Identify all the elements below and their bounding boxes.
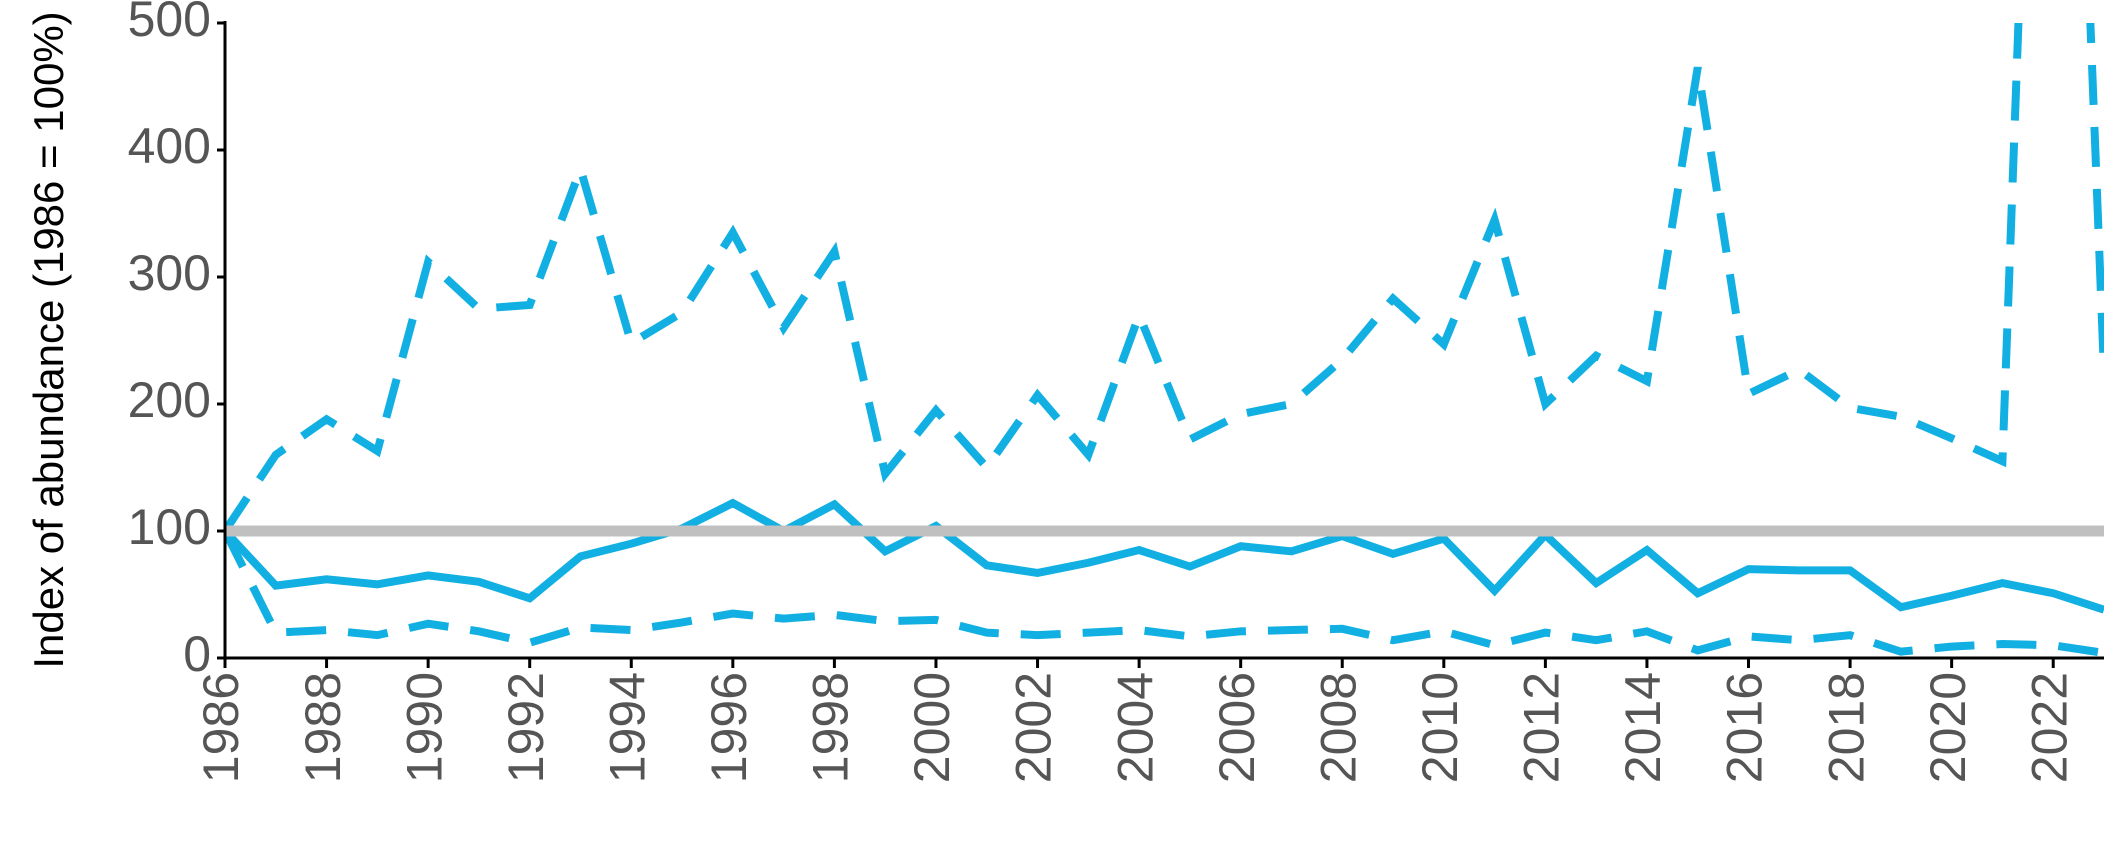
x-tick-label: 1992: [498, 672, 554, 783]
confidence-line: [225, 23, 2104, 534]
x-tick-label: 2008: [1310, 672, 1366, 783]
x-tick-label: 2010: [1412, 672, 1468, 783]
x-tick-label: 2022: [2021, 672, 2077, 783]
x-tick-label: 2000: [904, 672, 960, 783]
plot-area: [225, 23, 2104, 657]
trend-line: [225, 498, 2104, 614]
x-tick-label: 2006: [1209, 672, 1265, 783]
x-tick-label: 2012: [1514, 672, 1570, 783]
y-tick-label: 300: [128, 245, 211, 301]
x-tick-label: 2016: [1717, 672, 1773, 783]
x-tick-label: 1986: [193, 672, 249, 783]
y-tick-label: 500: [128, 0, 211, 47]
confidence-line: [225, 529, 2104, 657]
x-tick-label: 1988: [295, 672, 351, 783]
x-tick-label: 1996: [701, 672, 757, 783]
x-tick-label: 1998: [803, 672, 859, 783]
y-tick-label: 400: [128, 118, 211, 174]
x-tick-label: 2020: [1920, 672, 1976, 783]
y-tick-label: 100: [128, 499, 211, 555]
y-tick-label: 0: [183, 626, 211, 682]
x-tick-label: 2004: [1107, 672, 1163, 783]
x-tick-label: 1994: [599, 672, 655, 783]
y-axis-label: Index of abundance (1986 = 100%): [25, 11, 72, 668]
x-tick-label: 2002: [1006, 672, 1062, 783]
x-tick-label: 2018: [1818, 672, 1874, 783]
y-tick-label: 200: [128, 372, 211, 428]
x-tick-label: 1990: [396, 672, 452, 783]
x-tick-label: 2014: [1615, 672, 1671, 783]
